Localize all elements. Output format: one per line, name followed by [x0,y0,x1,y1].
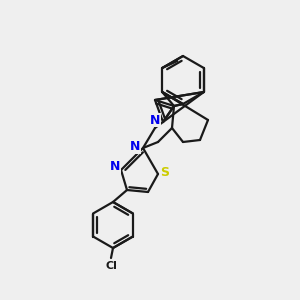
Text: Cl: Cl [105,261,117,271]
Text: N: N [130,140,140,154]
Text: N: N [110,160,120,173]
Text: N: N [150,113,160,127]
Text: S: S [160,167,169,179]
